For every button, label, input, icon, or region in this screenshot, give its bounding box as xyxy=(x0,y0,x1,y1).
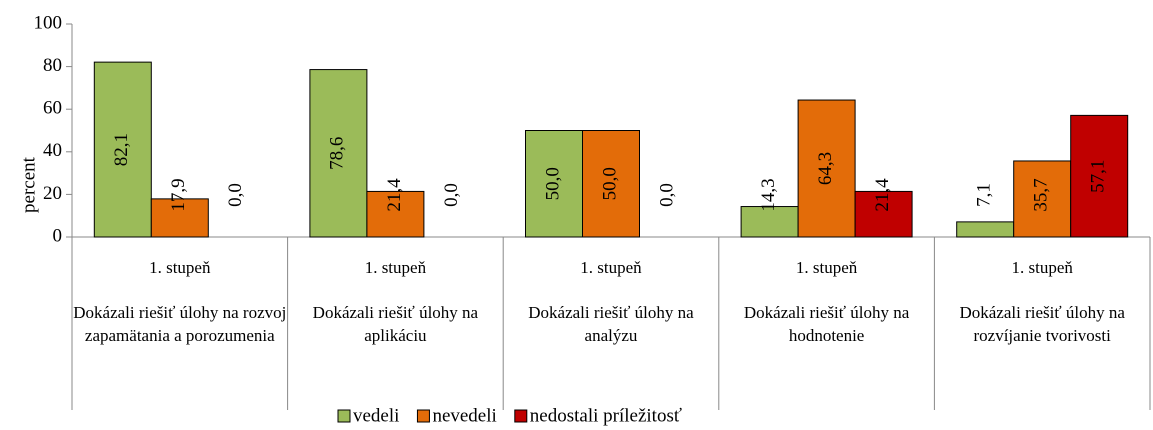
data-label: 50,0 xyxy=(599,167,620,200)
category-label: Dokázali riešiť úlohy na rozvoj zapamäta… xyxy=(73,303,287,345)
bar xyxy=(93,61,152,238)
bar xyxy=(366,190,425,238)
data-label: 64,3 xyxy=(815,152,836,185)
legend-swatch xyxy=(337,409,351,423)
bar xyxy=(740,206,799,238)
subcategory-label: 1. stupeň xyxy=(364,258,427,277)
legend-swatch xyxy=(514,409,528,423)
category-label: Dokázali riešiť úlohy na analýzu xyxy=(528,303,694,345)
data-label: 57,1 xyxy=(1088,160,1109,193)
bar xyxy=(956,221,1015,238)
legend-label: vedeli xyxy=(353,405,399,426)
legend-label: nedostali príležitosť xyxy=(530,405,682,426)
data-label: 35,7 xyxy=(1031,178,1052,211)
bar xyxy=(525,130,583,238)
category-label: Dokázali riešiť úlohy na aplikáciu xyxy=(312,303,479,345)
subcategory-label: 1. stupeň xyxy=(1011,258,1073,277)
subcategory-label: 1. stupeň xyxy=(795,258,858,277)
y-axis-label: percent xyxy=(18,156,39,213)
legend-swatch xyxy=(416,409,430,423)
data-label: 0,0 xyxy=(656,183,677,207)
bar xyxy=(150,198,209,238)
bar xyxy=(1070,114,1129,238)
bar xyxy=(854,190,913,238)
data-label: 7,1 xyxy=(974,183,995,207)
y-tick-label: 80 xyxy=(43,55,62,76)
y-tick-label: 0 xyxy=(53,225,63,246)
category-label: Dokázali riešiť úlohy na rozvíjanie tvor… xyxy=(959,303,1125,345)
subcategory-label: 1. stupeň xyxy=(580,258,642,277)
data-label: 21,4 xyxy=(384,178,405,212)
data-label: 21,4 xyxy=(872,178,893,212)
data-label: 78,6 xyxy=(327,137,348,170)
bar xyxy=(309,69,368,238)
data-label: 0,0 xyxy=(225,183,246,207)
y-tick-label: 40 xyxy=(43,140,62,161)
legend-label: nevedeli xyxy=(432,405,496,426)
data-label: 0,0 xyxy=(441,183,462,207)
y-tick-label: 100 xyxy=(34,12,63,33)
data-label: 17,9 xyxy=(168,178,189,211)
y-tick-label: 20 xyxy=(43,183,62,204)
data-label: 50,0 xyxy=(542,167,563,200)
y-tick-label: 60 xyxy=(43,98,62,119)
bar xyxy=(582,130,640,238)
data-label: 82,1 xyxy=(111,133,132,166)
data-label: 14,3 xyxy=(758,178,779,211)
bar xyxy=(1013,160,1072,238)
category-label: Dokázali riešiť úlohy na hodnotenie xyxy=(743,303,910,345)
bar xyxy=(797,99,856,238)
subcategory-label: 1. stupeň xyxy=(149,258,211,277)
